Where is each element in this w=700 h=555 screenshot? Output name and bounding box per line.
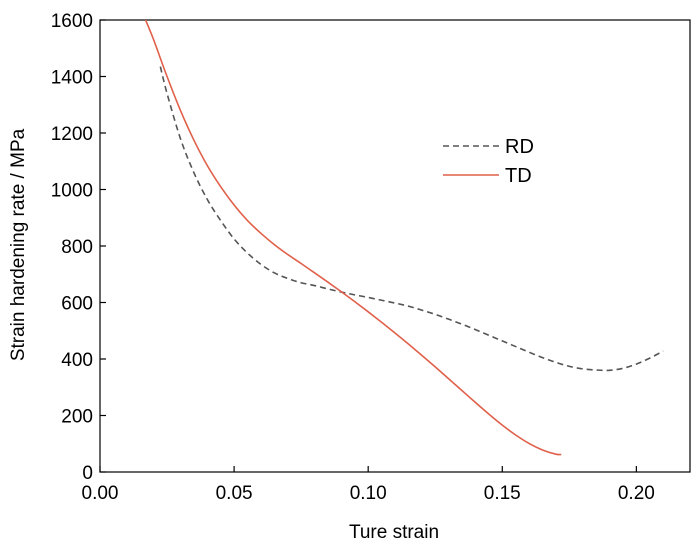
series-line-td [144, 19, 562, 456]
series-line-rd [159, 66, 664, 372]
legend: RD TD [443, 136, 534, 187]
x-tick-label: 0.05 [216, 483, 253, 504]
y-tick-label: 1400 [51, 68, 93, 89]
x-tick-label: 0.00 [82, 483, 119, 504]
y-tick-label: 400 [61, 350, 93, 371]
y-tick-label: 1600 [51, 11, 93, 32]
plot-frame [99, 19, 691, 473]
y-tick-label: 800 [61, 237, 93, 258]
axes-layer: 0.00 0.05 0.10 0.15 0.20 0 200 400 600 800 1000 120… [51, 11, 691, 504]
legend-label-rd: RD [505, 136, 534, 158]
legend-label-td: TD [505, 165, 532, 187]
x-axis-label: Ture strain [349, 522, 439, 543]
series-layer [144, 19, 664, 456]
y-tick-label: 200 [61, 407, 93, 428]
x-tick-label: 0.10 [350, 483, 387, 504]
y-tick-label: 0 [82, 463, 93, 484]
y-axis-label: Strain hardening rate / MPa [8, 128, 29, 361]
x-tick-label: 0.15 [484, 483, 521, 504]
y-tick-label: 600 [61, 294, 93, 315]
y-tick-label: 1200 [51, 124, 93, 145]
x-tick-label: 0.20 [618, 483, 655, 504]
y-tick-label: 1000 [51, 181, 93, 202]
